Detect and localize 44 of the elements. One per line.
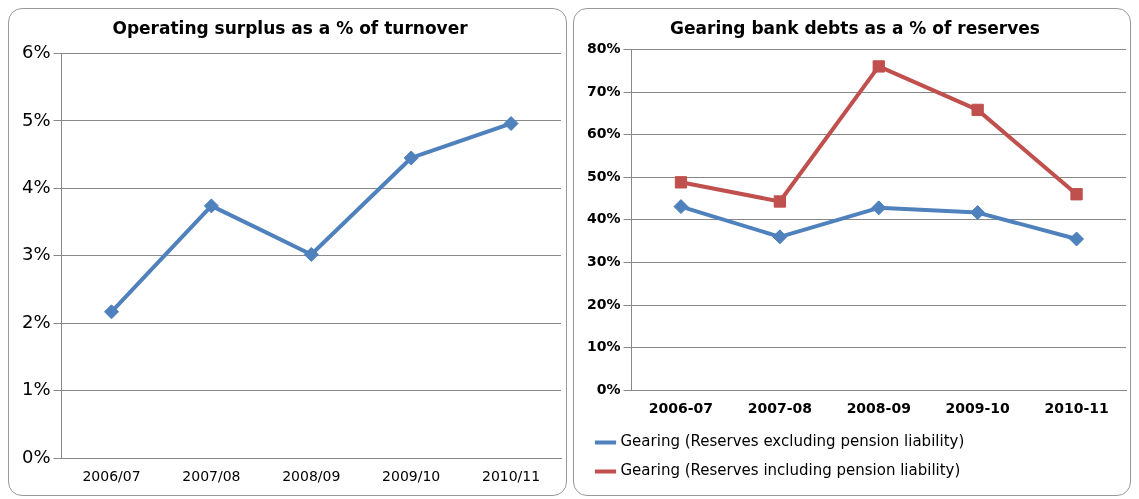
x-tick-label: 2007/08 xyxy=(182,468,241,485)
point xyxy=(870,200,886,216)
point xyxy=(104,304,119,320)
x-tick-label: 2009/10 xyxy=(382,468,441,485)
y-tick-label: 50% xyxy=(586,167,621,184)
point xyxy=(203,198,219,214)
point xyxy=(674,176,687,189)
x-tick-label: 2010/11 xyxy=(481,468,541,485)
legend-label: Gearing (Reserves excluding pension liability) xyxy=(620,432,964,451)
y-tick-label: 1% xyxy=(21,378,51,400)
y-tick-label: 80% xyxy=(586,40,621,57)
point xyxy=(303,246,319,262)
point xyxy=(771,229,787,245)
point xyxy=(971,103,984,117)
x-tick-label: 2009-10 xyxy=(945,400,1010,417)
point xyxy=(503,116,519,132)
y-tick-label: 40% xyxy=(586,210,621,227)
y-tick-label: 3% xyxy=(21,243,51,265)
x-tick-label: 2008/09 xyxy=(282,468,341,485)
y-tick-label: 30% xyxy=(586,253,621,270)
point xyxy=(773,195,786,208)
chart-title: Operating surplus as a % of turnover xyxy=(112,17,469,38)
point xyxy=(403,150,419,166)
y-tick-label: 60% xyxy=(586,125,621,142)
y-tick-label: 20% xyxy=(586,295,621,312)
point xyxy=(1068,231,1084,247)
x-tick-label: 2006-07 xyxy=(648,400,713,417)
point xyxy=(872,60,885,73)
y-tick-label: 0% xyxy=(21,445,51,467)
y-tick-label: 0% xyxy=(596,380,621,397)
y-tick-label: 4% xyxy=(21,176,51,198)
y-tick-label: 10% xyxy=(586,338,621,355)
y-tick-label: 2% xyxy=(21,310,51,332)
x-tick-label: 2006/07 xyxy=(82,468,141,485)
x-tick-label: 2008-09 xyxy=(846,400,911,417)
point xyxy=(1069,188,1083,201)
y-tick-label: 70% xyxy=(586,82,621,99)
x-tick-label: 2010-11 xyxy=(1043,400,1109,417)
point xyxy=(672,199,688,215)
legend-label: Gearing (Reserves including pension liability) xyxy=(620,461,960,480)
chart-title: Gearing bank debts as a % of reserves xyxy=(669,17,1040,38)
x-tick-label: 2007-08 xyxy=(747,400,812,417)
y-tick-label: 5% xyxy=(21,108,51,130)
y-tick-label: 6% xyxy=(21,41,51,63)
